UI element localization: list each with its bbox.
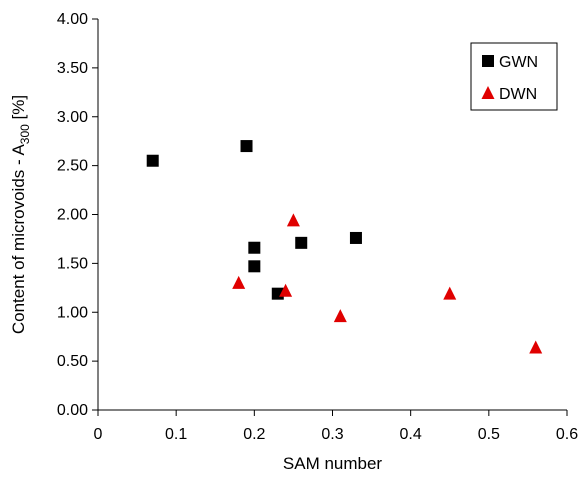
- x-axis-ticks: 0 0.1 0.2 0.3 0.4 0.5 0.6: [94, 410, 578, 443]
- x-tick-label: 0.4: [400, 426, 422, 443]
- y-tick-label: 0.00: [57, 402, 88, 419]
- legend-marker-dwn: [481, 86, 495, 99]
- legend-label-dwn: DWN: [499, 86, 537, 103]
- y-axis-title-suffix: [%]: [9, 95, 28, 124]
- data-points: [146, 140, 543, 354]
- y-tick-label: 2.50: [57, 158, 88, 175]
- y-axis-ticks: 0.00 0.50 1.00 1.50 2.00 2.50 3.00 3.50 4.00: [57, 11, 98, 419]
- x-tick-label: 0.6: [556, 426, 578, 443]
- dwn-point: [232, 275, 246, 289]
- x-tick-label: 0.1: [165, 426, 187, 443]
- y-tick-label: 2.00: [57, 207, 88, 224]
- x-axis-title: SAM number: [283, 454, 383, 473]
- x-tick-label: 0.2: [243, 426, 265, 443]
- x-tick-label: 0: [94, 426, 103, 443]
- y-tick-label: 0.50: [57, 353, 88, 370]
- y-tick-label: 4.00: [57, 11, 88, 28]
- y-tick-label: 1.00: [57, 304, 88, 321]
- y-axis-title-subscript: 300: [18, 124, 32, 144]
- x-tick-label: 0.3: [321, 426, 343, 443]
- gwn-point: [240, 140, 253, 153]
- y-tick-label: 3.00: [57, 109, 88, 126]
- gwn-point: [248, 241, 261, 254]
- y-axis-title-prefix: Content of microvoids - A: [9, 144, 28, 335]
- gwn-point: [146, 154, 159, 167]
- gwn-point: [248, 260, 261, 273]
- dwn-point: [279, 283, 293, 297]
- legend-marker-gwn: [482, 55, 494, 67]
- legend-entries: GWN DWN: [481, 54, 538, 103]
- dwn-point: [286, 213, 300, 227]
- y-tick-label: 3.50: [57, 60, 88, 77]
- x-tick-label: 0.5: [478, 426, 500, 443]
- dwn-point: [529, 340, 543, 354]
- y-tick-label: 1.50: [57, 255, 88, 272]
- gwn-point: [349, 231, 362, 244]
- dwn-point: [333, 309, 347, 323]
- gwn-point: [295, 236, 308, 249]
- y-axis-title: Content of microvoids - A300 [%]: [9, 95, 32, 334]
- legend-label-gwn: GWN: [499, 54, 538, 71]
- dwn-point: [443, 286, 457, 300]
- legend: GWN DWN: [470, 42, 558, 111]
